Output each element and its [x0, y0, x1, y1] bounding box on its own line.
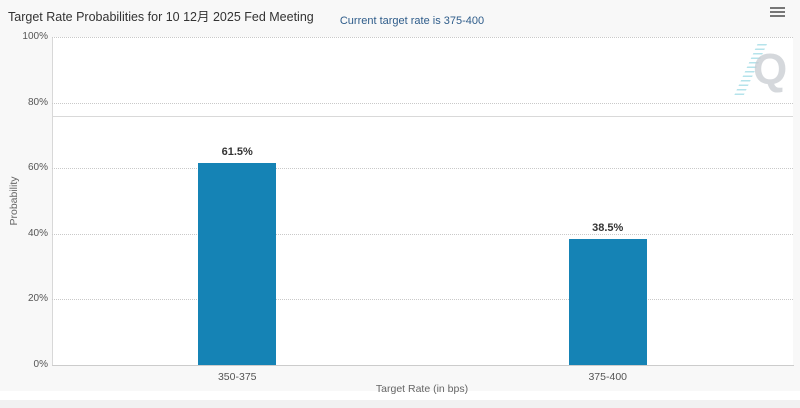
xtick-label-350-375: 350-375	[217, 371, 257, 383]
x-axis-title: Target Rate (in bps)	[375, 383, 469, 395]
x-axis-line	[52, 365, 794, 366]
bar-value-label-375-400: 38.5%	[592, 221, 624, 234]
hamburger-menu-icon[interactable]	[770, 6, 786, 18]
y-axis-title: Probability	[8, 176, 20, 226]
gridline-80	[52, 102, 793, 104]
ytick-label-80: 80%	[27, 96, 48, 108]
bar-350-375[interactable]	[198, 163, 277, 365]
ytick-label-0: 0%	[33, 359, 48, 370]
chart-title: Target Rate Probabilities for 10 12月 202…	[8, 10, 314, 24]
gridline-40	[52, 233, 793, 235]
current-rate-reference-line	[52, 115, 793, 117]
ytick-label-20: 20%	[27, 293, 48, 305]
gridline-100	[52, 37, 793, 38]
gridline-20	[52, 299, 793, 301]
bar-375-400[interactable]	[568, 238, 647, 365]
bottom-strip	[0, 400, 800, 408]
ytick-label-40: 40%	[27, 227, 48, 239]
ytick-label-60: 60%	[27, 162, 48, 174]
gridline-60	[52, 168, 793, 170]
ytick-label-100: 100%	[22, 31, 48, 42]
bar-value-label-350-375: 61.5%	[221, 146, 253, 159]
chart-subtitle: Current target rate is 375-400	[339, 15, 485, 27]
plot-area	[52, 37, 793, 365]
fedwatch-probability-chart: Target Rate Probabilities for 10 12月 202…	[8, 6, 794, 395]
xtick-label-375-400: 375-400	[588, 371, 628, 383]
